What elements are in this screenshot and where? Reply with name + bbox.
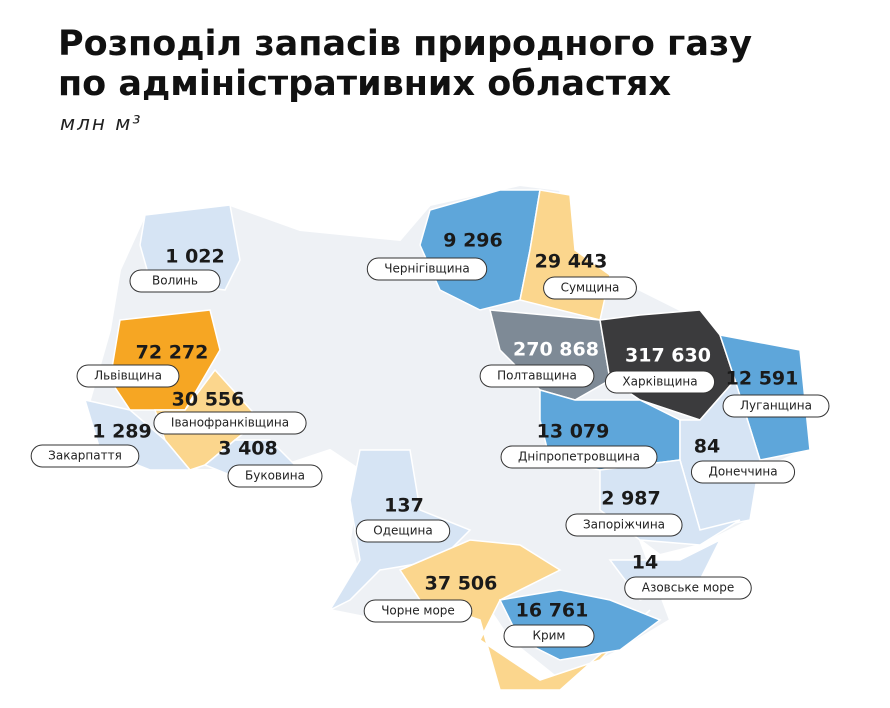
- label-pill: [366, 257, 488, 281]
- region-label: Чернігівщина: [384, 262, 469, 276]
- region-value: 137: [384, 495, 424, 517]
- label-pill: [722, 394, 830, 418]
- label-pill: [76, 364, 180, 388]
- label-pill: [503, 624, 595, 648]
- region-value: 9 296: [443, 230, 503, 252]
- region-value: 14: [632, 552, 658, 574]
- region-label: Закарпаття: [48, 449, 122, 463]
- region-label: Сумщина: [561, 281, 620, 295]
- region-value: 29 443: [535, 251, 608, 273]
- region-label: Іванофранківщина: [171, 416, 289, 430]
- label-pill: [30, 444, 140, 468]
- label-pill: [543, 276, 637, 300]
- region-shape: [139, 204, 241, 291]
- label-pill: [479, 364, 595, 388]
- region-value: 30 556: [172, 389, 245, 411]
- label-pill: [565, 513, 683, 537]
- label-pill: [604, 370, 716, 394]
- region-label: Харківщина: [622, 375, 697, 389]
- region-shape: [398, 539, 651, 691]
- label-pill: [355, 519, 451, 543]
- region-value: 72 272: [136, 342, 209, 364]
- region-label: Волинь: [152, 274, 198, 288]
- region-label: Азовське море: [642, 581, 735, 595]
- title-line: по адміністративних областях: [58, 64, 671, 104]
- label-pill: [690, 460, 796, 484]
- region-value: 13 079: [537, 421, 610, 443]
- region-value: 1 289: [92, 421, 152, 443]
- region-label: Запоріжчина: [583, 518, 665, 532]
- label-pill: [363, 599, 473, 623]
- region-value: 84: [694, 436, 720, 458]
- region-value: 270 868: [513, 339, 599, 361]
- region-value: 12 591: [726, 368, 799, 390]
- region-value: 16 761: [516, 600, 589, 622]
- title-line: Розподіл запасів природного газу: [58, 24, 752, 64]
- region-label: Львівщина: [94, 369, 162, 383]
- label-pill: [129, 269, 221, 293]
- label-pill: [227, 464, 323, 488]
- region-label: Крим: [533, 629, 566, 643]
- region-label: Полтавщина: [497, 369, 577, 383]
- region-value: 1 022: [165, 246, 225, 268]
- region-value: 3 408: [218, 438, 278, 460]
- region-label: Дніпропетровщина: [518, 450, 640, 464]
- label-pill: [153, 411, 307, 435]
- region-label: Донеччина: [708, 465, 777, 479]
- region-label: Буковина: [245, 469, 305, 483]
- region-value: 37 506: [425, 573, 498, 595]
- subtitle: млн м³: [60, 111, 142, 135]
- region-label: Луганщина: [740, 399, 812, 413]
- region-value: 2 987: [601, 488, 661, 510]
- region-label: Чорне море: [381, 604, 455, 618]
- label-pill: [624, 576, 752, 600]
- region-value: 317 630: [625, 345, 711, 367]
- label-pill: [500, 445, 658, 469]
- region-label: Одещина: [373, 524, 432, 538]
